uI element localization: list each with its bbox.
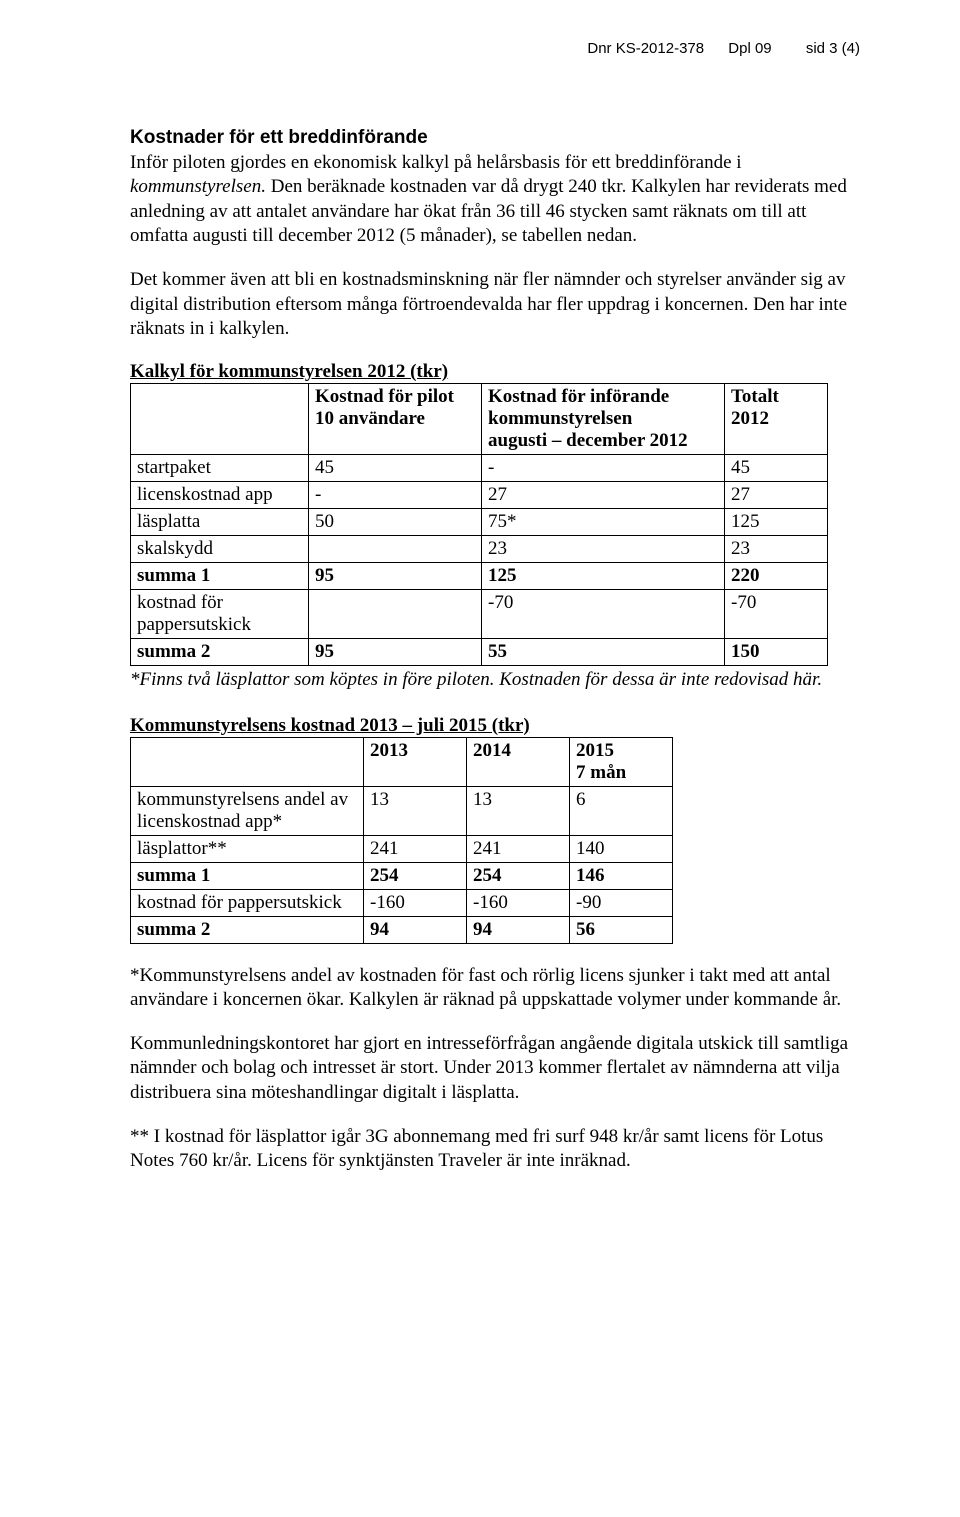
paragraph: Det kommer även att bli en kostnadsminsk… <box>130 268 860 341</box>
table-caption: *Finns två läsplattor som köptes in före… <box>130 668 860 692</box>
table-cell: 254 <box>364 862 467 889</box>
table-cell: 55 <box>482 639 725 666</box>
table-cell: 75* <box>482 509 725 536</box>
table-cell: -90 <box>570 889 673 916</box>
table-cell: 27 <box>482 482 725 509</box>
table-cell: kostnad för pappersutskick <box>131 590 309 639</box>
table-cell <box>309 590 482 639</box>
table-header-cell: Kostnad för pilot 10 användare <box>309 384 482 455</box>
table-header-cell: Totalt 2012 <box>725 384 828 455</box>
text: augusti – december 2012 <box>488 430 688 451</box>
table-cell: - <box>482 455 725 482</box>
table-cell: summa 1 <box>131 563 309 590</box>
table-header-cell <box>131 384 309 455</box>
footnote: *Kommunstyrelsens andel av kostnaden för… <box>130 964 860 1013</box>
table-row: summa 1254254146 <box>131 862 673 889</box>
table-cell: 146 <box>570 862 673 889</box>
table-header-row: Kostnad för pilot 10 användare Kostnad f… <box>131 384 828 455</box>
table-cell: - <box>309 482 482 509</box>
table-header-cell: 2015 7 mån <box>570 737 673 786</box>
table-cell: 125 <box>725 509 828 536</box>
table-cell: 23 <box>725 536 828 563</box>
table-cell: 6 <box>570 786 673 835</box>
table-row: kostnad för pappersutskick -70-70 <box>131 590 828 639</box>
table-row: startpaket45-45 <box>131 455 828 482</box>
table-cell: 150 <box>725 639 828 666</box>
table-cell: 23 <box>482 536 725 563</box>
table-cell <box>309 536 482 563</box>
table-cell: läsplatta <box>131 509 309 536</box>
table-cell: summa 1 <box>131 862 364 889</box>
table-header-cell <box>131 737 364 786</box>
text: 2012 <box>731 408 769 429</box>
text: Totalt <box>731 386 779 407</box>
text: kommunstyrelsen <box>488 408 632 429</box>
table-cell: -70 <box>725 590 828 639</box>
table-row: kostnad för pappersutskick-160-160-90 <box>131 889 673 916</box>
page-number: sid 3 (4) <box>806 40 860 57</box>
table-cell: 94 <box>364 916 467 943</box>
table-cell: 27 <box>725 482 828 509</box>
table-header-cell: Kostnad för införande kommunstyrelsen au… <box>482 384 725 455</box>
table-cell: läsplattor** <box>131 835 364 862</box>
table-cell: -160 <box>364 889 467 916</box>
table-cell: 241 <box>467 835 570 862</box>
table-cell: summa 2 <box>131 639 309 666</box>
table-cell: licenskostnad app <box>131 482 309 509</box>
table-cell: 140 <box>570 835 673 862</box>
table-cell: 220 <box>725 563 828 590</box>
table-row: summa 29555150 <box>131 639 828 666</box>
table-cell: 50 <box>309 509 482 536</box>
table-header-cell: 2013 <box>364 737 467 786</box>
table-cell: 95 <box>309 563 482 590</box>
document-page: Dnr KS-2012-378 Dpl 09 sid 3 (4) Kostnad… <box>0 0 960 1517</box>
table-cell: 241 <box>364 835 467 862</box>
paragraph: Inför piloten gjordes en ekonomisk kalky… <box>130 151 860 248</box>
doc-number: Dnr KS-2012-378 <box>587 40 704 57</box>
italic-text: kommunstyrelsen. <box>130 176 266 197</box>
table-cell: kommunstyrelsens andel av licenskostnad … <box>131 786 364 835</box>
text: 2015 <box>576 740 614 761</box>
cost-table-2013-2015: 2013 2014 2015 7 mån kommunstyrelsens an… <box>130 737 673 944</box>
table-cell: -160 <box>467 889 570 916</box>
section-heading: Kostnader för ett breddinförande <box>130 127 860 149</box>
table-row: summa 2949456 <box>131 916 673 943</box>
table-cell: summa 2 <box>131 916 364 943</box>
table-title: Kalkyl för kommunstyrelsen 2012 (tkr) <box>130 361 860 383</box>
table-row: licenskostnad app-2727 <box>131 482 828 509</box>
footnote: ** I kostnad för läsplattor igår 3G abon… <box>130 1125 860 1174</box>
table-cell: skalskydd <box>131 536 309 563</box>
table-row: kommunstyrelsens andel av licenskostnad … <box>131 786 673 835</box>
table-header-cell: 2014 <box>467 737 570 786</box>
table-cell: 94 <box>467 916 570 943</box>
text: 7 mån <box>576 762 626 783</box>
text: Inför piloten gjordes en ekonomisk kalky… <box>130 152 742 173</box>
table-cell: 13 <box>467 786 570 835</box>
page-header: Dnr KS-2012-378 Dpl 09 sid 3 (4) <box>130 40 860 57</box>
table-cell: 95 <box>309 639 482 666</box>
table-cell: 56 <box>570 916 673 943</box>
table-cell: 125 <box>482 563 725 590</box>
table-cell: kostnad för pappersutskick <box>131 889 364 916</box>
table-row: summa 195125220 <box>131 563 828 590</box>
table-cell: 45 <box>725 455 828 482</box>
table-header-row: 2013 2014 2015 7 mån <box>131 737 673 786</box>
text: 10 användare <box>315 408 425 429</box>
dpl-number: Dpl 09 <box>728 40 771 57</box>
paragraph: Kommunledningskontoret har gjort en intr… <box>130 1032 860 1105</box>
table-cell: -70 <box>482 590 725 639</box>
table-cell: startpaket <box>131 455 309 482</box>
table-row: läsplatta5075*125 <box>131 509 828 536</box>
table-cell: 13 <box>364 786 467 835</box>
text: Kostnad för pilot <box>315 386 454 407</box>
table-cell: 45 <box>309 455 482 482</box>
text: Kostnad för införande <box>488 386 669 407</box>
table-title: Kommunstyrelsens kostnad 2013 – juli 201… <box>130 715 860 737</box>
table-row: skalskydd 2323 <box>131 536 828 563</box>
table-row: läsplattor**241241140 <box>131 835 673 862</box>
table-cell: 254 <box>467 862 570 889</box>
cost-table-2012: Kostnad för pilot 10 användare Kostnad f… <box>130 383 828 666</box>
